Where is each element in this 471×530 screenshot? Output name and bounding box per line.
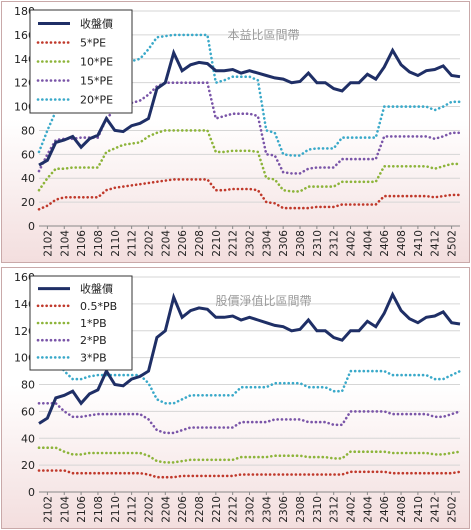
pb-legend-label-0: 收盤價: [80, 282, 113, 296]
pe-x-tick-label: 2106: [76, 230, 88, 257]
pe-x-tick-label: 2312: [329, 230, 341, 257]
pb-x-tick-label: 2110: [110, 496, 122, 523]
pb-series-line-2: [37, 446, 462, 464]
pe-y-tick-label: 40: [21, 172, 35, 185]
pb-x-tick-label: 2304: [261, 496, 273, 523]
pe-legend-label-1: 5*PE: [80, 37, 106, 50]
pb-legend-label-4: 3*PB: [80, 351, 107, 364]
pb-y-tick-label: 0: [28, 486, 35, 499]
pe-x-tick-label: 2202: [143, 230, 155, 257]
pe-legend-label-0: 收盤價: [80, 17, 113, 31]
pe-x-tick-label: 2502: [447, 230, 459, 257]
pb-legend-label-1: 0.5*PB: [80, 300, 117, 313]
pe-x-tick-label: 2402: [346, 230, 358, 257]
pe-x-tick-label: 2212: [228, 230, 240, 257]
pe-series-line-4: [37, 33, 462, 157]
pb-x-tick-label: 2412: [430, 496, 442, 523]
pb-series-line-4: [37, 357, 462, 405]
pe-x-tick-label: 2108: [93, 230, 105, 257]
pb-series-line-0: [38, 291, 461, 425]
pe-x-tick-label: 2204: [160, 230, 172, 257]
pb-x-tick-label: 2410: [413, 496, 425, 523]
pe-x-tick-label: 2110: [110, 230, 122, 257]
pe-x-tick-label: 2208: [194, 230, 206, 257]
pb-x-tick-label: 2404: [362, 496, 374, 523]
pb-x-tick-label: 2502: [447, 496, 459, 523]
pe-y-tick-label: 0: [28, 220, 35, 233]
pb-x-tick-label: 2312: [329, 496, 341, 523]
pb-y-tick-label: 20: [21, 459, 35, 472]
pe-y-tick-label: 20: [21, 196, 35, 209]
pb-x-tick-label: 2106: [76, 496, 88, 523]
pb-x-tick-label: 2308: [295, 496, 307, 523]
pb-x-tick-label: 2206: [177, 496, 189, 523]
pe-x-tick-label: 2206: [177, 230, 189, 257]
pe-series-line-2: [37, 129, 462, 193]
pb-x-tick-label: 2112: [127, 496, 139, 523]
pb-x-tick-label: 2204: [160, 496, 172, 523]
pe-x-tick-label: 2310: [312, 230, 324, 257]
pe-y-tick-label: 80: [21, 124, 35, 137]
pb-x-tick-label: 2210: [211, 496, 223, 523]
pe-legend-label-2: 10*PE: [80, 56, 113, 69]
pb-legend-label-2: 1*PB: [80, 317, 107, 330]
pb-x-tick-label: 2406: [379, 496, 391, 523]
pe-x-tick-label: 2410: [413, 230, 425, 257]
pb-x-tick-label: 2408: [396, 496, 408, 523]
pb-chart-title: 股價淨值比區間帶: [215, 293, 311, 308]
pe-x-tick-label: 2112: [127, 230, 139, 257]
pb-x-tick-label: 2306: [278, 496, 290, 523]
pb-legend-label-3: 2*PB: [80, 334, 107, 347]
pe-series-line-3: [37, 81, 462, 175]
pb-y-tick-label: 40: [21, 432, 35, 445]
pe-series-line-1: [37, 178, 462, 211]
pe-x-tick-label: 2304: [261, 230, 273, 257]
pe-y-tick-label: 60: [21, 148, 35, 161]
pe-x-tick-label: 2406: [379, 230, 391, 257]
pb-x-tick-label: 2402: [346, 496, 358, 523]
pe-x-tick-label: 2306: [278, 230, 290, 257]
pe-x-tick-label: 2404: [362, 230, 374, 257]
pb-x-tick-label: 2208: [194, 496, 206, 523]
pe-legend-label-3: 15*PE: [80, 75, 113, 88]
pb-x-tick-label: 2108: [93, 496, 105, 523]
pe-x-tick-label: 2210: [211, 230, 223, 257]
pe-legend-label-4: 20*PE: [80, 94, 113, 107]
pb-y-tick-label: 80: [21, 379, 35, 392]
pe-x-tick-label: 2408: [396, 230, 408, 257]
pb-x-tick-label: 2302: [245, 496, 257, 523]
pe-x-tick-label: 2412: [430, 230, 442, 257]
pe-chart-title: 本益比區間帶: [227, 28, 299, 42]
pe-x-tick-label: 2104: [59, 230, 71, 257]
pb-x-tick-label: 2310: [312, 496, 324, 523]
pb-x-tick-label: 2104: [59, 496, 71, 523]
pe-x-tick-label: 2302: [245, 230, 257, 257]
pb-band-chart-panel: 0 20 40 60 80 100 120 140 160 2102 2104 2106 2108 211…: [1, 267, 470, 529]
pb-x-tick-label: 2212: [228, 496, 240, 523]
pb-y-tick-label: 60: [21, 405, 35, 418]
pe-x-tick-label: 2308: [295, 230, 307, 257]
pe-series-line-0: [38, 47, 461, 167]
pe-band-chart-panel: 0 20 40 60 80 100 120 140 160 180 2102 2104 2106 2108…: [1, 1, 470, 263]
pb-x-tick-label: 2102: [42, 496, 54, 523]
pe-x-tick-label: 2102: [42, 230, 54, 257]
pb-series-line-3: [37, 402, 462, 435]
pb-series-line-1: [37, 469, 462, 479]
pb-x-tick-label: 2202: [143, 496, 155, 523]
